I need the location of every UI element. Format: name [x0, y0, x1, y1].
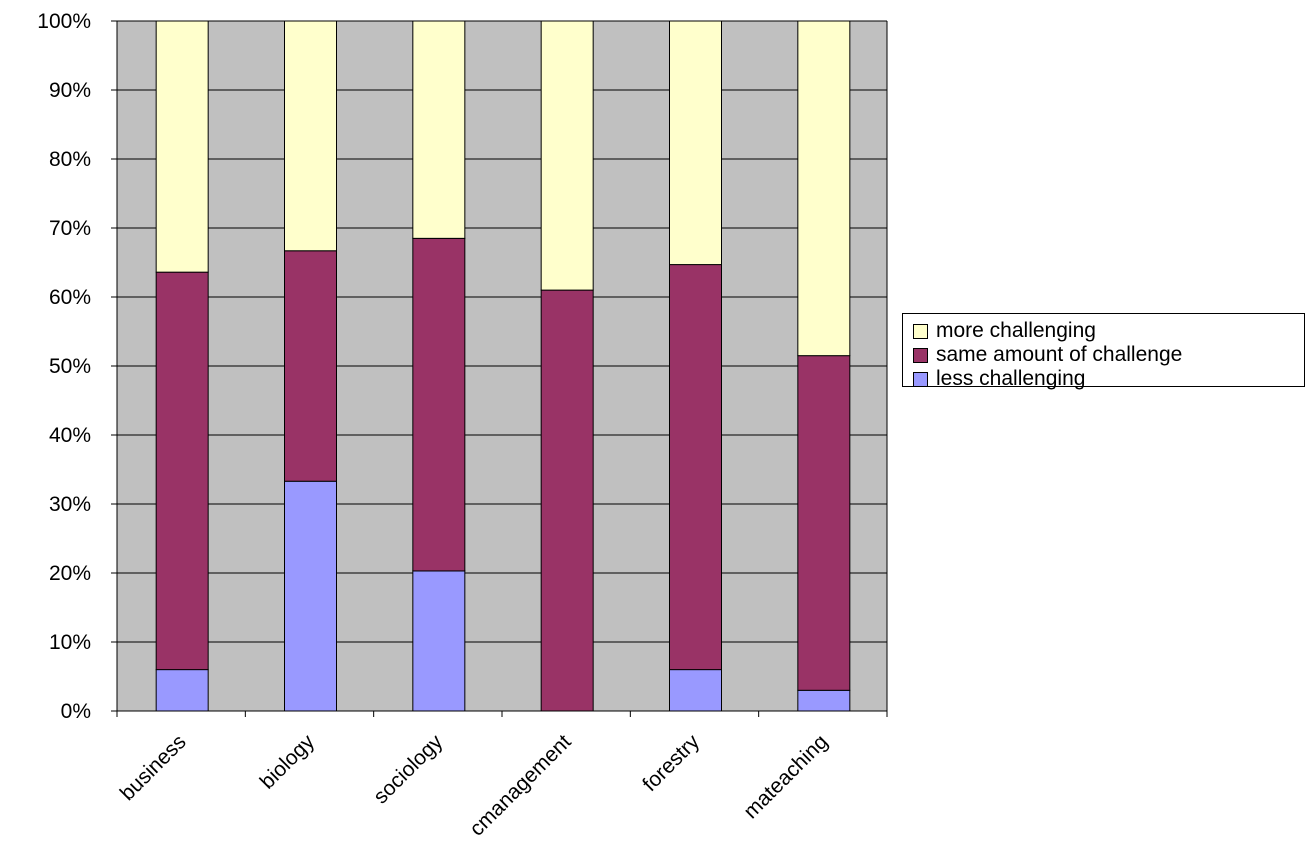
legend-label-same-amount-of-challenge: same amount of challenge: [936, 343, 1183, 366]
y-tick-label: 30%: [49, 493, 91, 516]
y-tick-label: 100%: [37, 10, 91, 33]
bar-sociology-same-amount-of-challenge: [412, 237, 466, 572]
axes: [111, 20, 888, 717]
x-tick-label-forestry: forestry: [638, 730, 704, 796]
bar-biology-less-challenging: [284, 480, 337, 712]
y-tick-label: 0%: [61, 700, 91, 723]
y-tick-label: 40%: [49, 424, 91, 447]
bar-business-same-amount-of-challenge: [155, 271, 209, 671]
bar-cmanagement-more-challenging: [540, 20, 594, 291]
x-tick-label-cmanagement: cmanagement: [465, 730, 575, 840]
legend: more challenging same amount of challeng…: [902, 313, 1305, 390]
bar-business-less-challenging: [155, 669, 209, 712]
y-tick-label: 10%: [49, 631, 91, 654]
bar-forestry-less-challenging: [669, 669, 722, 712]
legend-swatch-more-challenging: [913, 323, 928, 339]
bar-sociology-more-challenging: [412, 20, 466, 239]
bar-sociology-less-challenging: [412, 570, 466, 712]
bar-forestry-more-challenging: [669, 20, 722, 266]
legend-label-more-challenging: more challenging: [936, 319, 1096, 342]
bar-business-more-challenging: [155, 20, 209, 273]
legend-item-less-challenging: less challenging: [913, 367, 1086, 390]
y-tick-label: 60%: [49, 286, 91, 309]
legend-swatch-less-challenging: [913, 371, 928, 387]
y-tick-labels: 0% 10% 20% 30% 40% 50% 60% 70% 80% 90% 100%: [37, 10, 91, 723]
bar-mateaching-more-challenging: [797, 20, 851, 357]
x-tick-label-sociology: sociology: [369, 730, 448, 809]
legend-item-same-amount-of-challenge: same amount of challenge: [913, 343, 1183, 366]
y-tick-label: 80%: [49, 148, 91, 171]
bar-mateaching-less-challenging: [797, 689, 851, 712]
x-tick-label-biology: biology: [256, 730, 320, 794]
bar-biology-more-challenging: [284, 20, 337, 252]
y-tick-label: 50%: [49, 355, 91, 378]
bar-forestry-same-amount-of-challenge: [669, 264, 722, 671]
y-tick-label: 90%: [49, 79, 91, 102]
legend-swatch-same-amount-of-challenge: [913, 347, 928, 363]
y-tick-label: 20%: [49, 562, 91, 585]
legend-item-more-challenging: more challenging: [913, 319, 1096, 342]
x-tick-labels: business biology sociology cmanagement fores…: [116, 730, 833, 841]
y-tick-label: 70%: [49, 217, 91, 240]
legend-label-less-challenging: less challenging: [936, 367, 1086, 390]
x-tick-label-business: business: [116, 730, 191, 805]
bar-biology-same-amount-of-challenge: [284, 250, 337, 482]
bars: [155, 20, 851, 712]
bar-mateaching-same-amount-of-challenge: [797, 355, 851, 691]
bar-cmanagement-same-amount-of-challenge: [540, 289, 594, 712]
x-tick-label-mateaching: mateaching: [739, 730, 832, 823]
